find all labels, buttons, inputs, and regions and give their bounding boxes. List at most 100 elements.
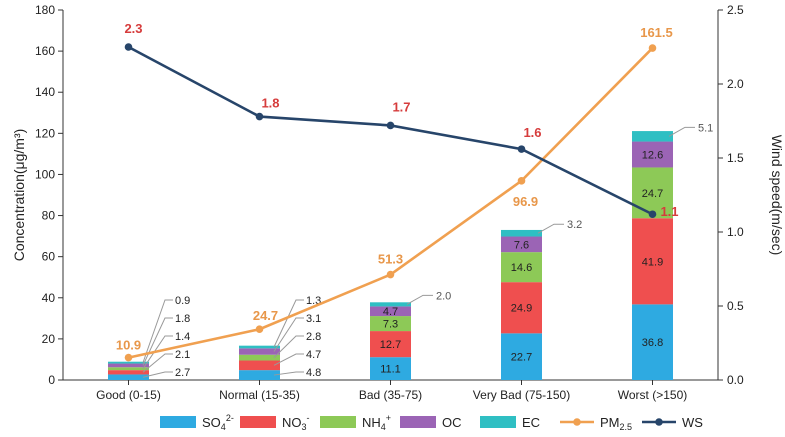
y-tick-label: 40 [42,291,56,305]
bar-value-label: 1.8 [175,313,190,325]
callout-leader [273,335,304,358]
bar-segment-so4 [370,357,411,380]
bar-value-label: 4.7 [306,349,321,361]
legend-label: SO42- [202,413,234,432]
callout-leader [142,335,173,369]
bar-value-label: 2.7 [175,367,190,379]
bar-segment-oc [239,348,280,355]
legend-swatch-ec [480,416,516,428]
line-point [124,353,133,362]
bar-value-label: 41.9 [642,256,663,268]
legend: SO42- NO3- NH4+ OC EC PM2.5 WS [160,413,703,432]
bar-segment-no3 [239,360,280,371]
callout-leader [406,294,433,305]
bar-value-label: 1.4 [175,331,190,343]
y-tick-label: 120 [35,126,55,140]
line-value-label: 96.9 [513,194,538,209]
x-tick-label: Normal (15-35) [219,388,300,402]
line-point [255,112,264,121]
bar-segment-ec [501,229,542,237]
y-tick-label: 140 [35,85,55,99]
y2-tick-label: 2.5 [727,3,744,17]
bar-segment-ec [108,361,149,364]
legend-swatch-so4 [160,416,196,428]
y2-tick-label: 0.5 [727,299,744,313]
line-point [386,121,395,130]
bar-segment-so4 [501,333,542,380]
callout-leader [273,371,304,376]
callout-leader [142,371,173,378]
legend-label: PM2.5 [600,415,632,432]
legend-label: OC [442,415,462,430]
stacked-bars: 11.112.77.34.722.724.914.67.636.841.924.… [108,131,673,380]
line-point [517,177,526,185]
y2-tick-label: 1.0 [727,225,744,239]
line-point [255,325,264,334]
line-point [648,44,657,52]
bar-segment-so4 [632,304,673,380]
bar-segment-nh4 [501,252,542,283]
bar-segment-ec [632,131,673,142]
bar-value-label: 2.1 [175,349,190,361]
legend-label: NO3- [282,413,310,432]
callout-leader [273,317,304,352]
x-tick-label: Worst (>150) [618,388,687,402]
legend-swatch-no3 [240,416,276,428]
callout-leader [273,353,304,366]
bar-segment-nh4 [108,367,149,371]
bar-segment-so4 [108,374,149,380]
bar-segment-ec [370,302,411,307]
line-point [124,43,133,51]
line-value-label: 1.8 [261,96,279,111]
y2-axis-title: Wind speed(m/sec) [769,135,785,256]
bar-segment-no3 [501,282,542,334]
x-tick-label: Bad (35-75) [359,388,422,402]
bar-value-label: 3.2 [567,219,582,231]
bar-segment-oc [370,306,411,317]
line-value-label: 1.7 [392,99,410,114]
axes: 0 20 40 60 80 100 120 140 160 180 0.0 0.5 1.0 1.5 2.0 2… [11,3,785,402]
bar-value-label: 4.8 [306,367,321,379]
y2-tick-label: 2.0 [727,77,744,91]
bar-value-label: 3.1 [306,313,321,325]
x-tick-label: Very Bad (75-150) [473,388,570,402]
y-tick-label: 60 [42,250,56,264]
legend-label: EC [522,415,540,430]
bar-segment-so4 [239,370,280,380]
line-value-label: 51.3 [378,252,403,267]
bar-value-label: 2.0 [436,290,451,302]
bar-value-label: 5.1 [698,122,713,134]
bar-segment-nh4 [632,167,673,219]
y-tick-label: 20 [42,332,56,346]
bar-value-label: 7.6 [514,239,529,251]
bar-value-label: 4.7 [383,306,398,318]
y-tick-label: 180 [35,3,55,17]
line-value-label: 161.5 [640,25,673,40]
callout-leader [142,353,173,373]
bar-segment-nh4 [370,316,411,332]
line-value-label: 24.7 [253,308,278,323]
bar-segment-no3 [632,218,673,305]
line-value-label: 2.3 [124,21,142,36]
bar-value-label: 22.7 [511,352,532,364]
line-point [386,270,395,279]
bar-value-label: 11.1 [380,364,401,376]
callout-leader [142,317,173,366]
callout-leader [273,299,304,348]
line-value-label: 10.9 [116,338,141,353]
y-tick-label: 160 [35,44,55,58]
bar-value-label: 0.9 [175,295,190,307]
y-tick-label: 0 [48,373,55,387]
callout-leader [668,126,695,137]
x-tick-label: Good (0-15) [96,388,161,402]
line-series: 10.9 24.7 51.3 96.9 161.5 2.3 1.8 1.7 1.6 1.1 [116,21,679,362]
legend-marker [655,418,663,426]
y-tick-label: 80 [42,209,56,223]
bar-segment-no3 [370,331,411,358]
bar-value-label: 12.6 [642,150,663,162]
legend-marker [573,418,581,426]
bar-segment-nh4 [239,354,280,361]
bar-value-label: 2.8 [306,331,321,343]
line-ws [127,45,654,216]
